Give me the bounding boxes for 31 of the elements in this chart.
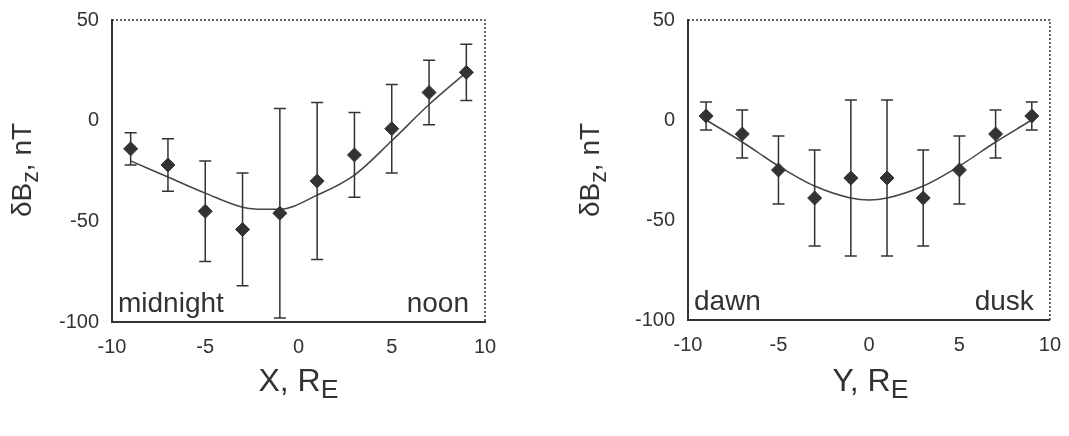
x-axis-title: X, R$_{E}$	[257, 362, 340, 406]
y-tick-label: 0	[87, 108, 99, 131]
x-tick-label: -5	[196, 334, 215, 357]
x-tick-label: -10	[97, 334, 127, 357]
point	[770, 162, 786, 178]
y-tick-label: -100	[58, 309, 99, 332]
x-tick-label: -10	[673, 332, 703, 355]
x-tick-label: 10	[473, 334, 497, 357]
point	[346, 147, 362, 163]
annotation: dusk	[974, 284, 1035, 316]
x-tick-label: 0	[863, 332, 875, 355]
y-tick-label: -50	[70, 208, 99, 231]
x-tick-label: 0	[292, 334, 305, 357]
y-tick-label: 50	[76, 7, 99, 30]
x-tick-label: 5	[953, 332, 965, 355]
annotation: midnight	[118, 286, 225, 318]
x-tick-label: 5	[386, 334, 398, 357]
point	[988, 126, 1004, 142]
point	[123, 141, 139, 157]
annotation: dawn	[694, 284, 761, 316]
y-tick-label: 50	[652, 7, 675, 30]
x-axis-title: Y, R$_{E}$	[831, 362, 910, 406]
x-tick-label: -5	[769, 332, 788, 355]
annotation: noon	[406, 286, 469, 318]
x-tick-label: 10	[1038, 332, 1061, 355]
y-tick-label: -100	[634, 307, 675, 330]
point	[807, 190, 823, 206]
point	[951, 162, 967, 178]
point	[734, 126, 750, 142]
y-tick-label: -50	[646, 207, 675, 230]
y-tick-label: 0	[663, 107, 675, 130]
